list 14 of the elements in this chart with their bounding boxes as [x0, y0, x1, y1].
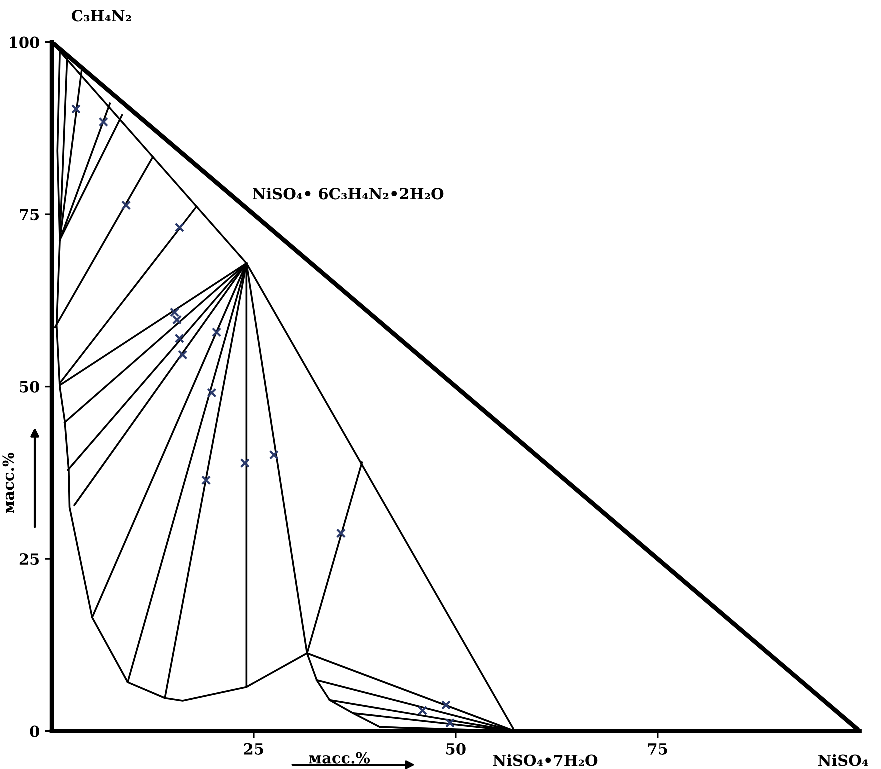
y-tick-label: 0 — [30, 726, 40, 738]
y-tick-label: 100 — [10, 36, 40, 48]
x-tick-label: 75 — [648, 744, 668, 755]
x-tick-label: 50 — [446, 743, 466, 755]
y-tick-label: 25 — [20, 554, 40, 566]
x-tick-label: 25 — [244, 743, 264, 755]
y-axis-title: масс.% — [2, 452, 14, 514]
annotation: C₃H₄N₂ — [72, 10, 132, 22]
y-tick-label: 50 — [20, 381, 40, 393]
annotation: NiSO₄• 6C₃H₄N₂•2H₂O — [253, 188, 444, 200]
annotation: NiSO₄•7H₂O — [493, 754, 598, 766]
annotation: NiSO₄ — [818, 754, 868, 766]
y-tick-label: 75 — [20, 209, 40, 221]
x-axis-title: масс.% — [309, 752, 370, 764]
